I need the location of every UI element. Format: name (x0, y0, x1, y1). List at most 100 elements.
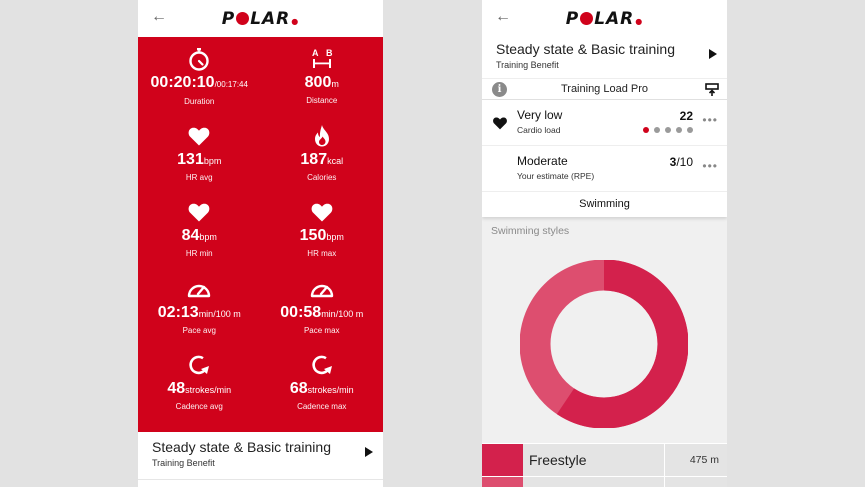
swimming-styles-donut-chart (482, 237, 727, 433)
pin-icon[interactable] (705, 83, 719, 97)
stat-label: Cadence max (297, 402, 347, 412)
stat-hr-min: 84bpm HR min (138, 200, 261, 277)
cadence-icon (189, 356, 210, 375)
stat-unit: strokes/min (185, 385, 232, 396)
heart-icon (311, 203, 333, 222)
stat-hr-max: 150bpm HR max (261, 200, 384, 277)
stat-hr-avg: 131bpm HR avg (138, 124, 261, 201)
info-icon[interactable]: i (492, 82, 507, 97)
legend-name: Freestyle (523, 444, 665, 477)
stat-duration: 00:20:10/00:17:44 Duration (138, 47, 261, 124)
cardio-load-label: Cardio load (517, 125, 561, 135)
level-dot (654, 127, 660, 133)
more-options-icon[interactable]: ••• (702, 113, 718, 127)
stat-unit: bpm (203, 155, 222, 166)
level-dot-active (643, 127, 649, 133)
stat-value: 00:20:10 (150, 74, 215, 91)
stat-unit: bpm (199, 232, 217, 243)
rpe-row[interactable]: Moderate Your estimate (RPE) 3/10 ••• (482, 146, 727, 192)
legend-name (523, 477, 665, 487)
swimming-styles-title: Swimming styles (491, 225, 570, 237)
rpe-label: Your estimate (RPE) (517, 171, 595, 181)
speedometer-icon (188, 284, 211, 297)
training-benefit-title: Steady state & Basic training (152, 439, 331, 455)
legend-distance (665, 477, 727, 487)
stat-value: 68 (289, 380, 308, 398)
cardio-load-dots (643, 127, 693, 133)
stat-pace-avg: 02:13min/100 m Pace avg (138, 277, 261, 354)
stat-label: Pace avg (182, 325, 216, 335)
legend-swatch (482, 477, 523, 487)
stat-value: 48 (167, 380, 186, 398)
stat-value: 800 (304, 74, 332, 91)
training-benefit-row[interactable]: Steady state & Basic training Training B… (482, 37, 727, 78)
cardio-load-row[interactable]: Very low Cardio load 22 ••• (482, 100, 727, 146)
stat-unit: strokes/min (307, 385, 354, 396)
play-arrow-icon[interactable] (709, 49, 717, 59)
stat-cadence-avg: 48strokes/min Cadence avg (138, 353, 261, 430)
back-arrow-icon[interactable]: ← (151, 8, 167, 25)
stat-value: 84 (181, 227, 200, 245)
cadence-icon (312, 356, 332, 375)
stat-unit: min/100 m (321, 308, 364, 319)
rpe-value: 3/10 (670, 155, 693, 169)
training-load-pro-bar: i Training Load Pro (482, 78, 727, 100)
stat-label: Pace max (303, 325, 340, 335)
polar-logo: P LAR ● (221, 8, 300, 29)
stat-label: HR max (307, 249, 337, 259)
stat-value: 150 (299, 227, 327, 245)
stat-unit: kcal (327, 155, 344, 166)
stat-value: 187 (300, 150, 328, 168)
training-benefit-subtitle: Training Benefit (496, 60, 559, 70)
cardio-load-value: 22 (679, 109, 693, 123)
top-bar: ← P LAR ● (138, 0, 383, 37)
level-dot (676, 127, 682, 133)
training-benefit-title: Steady state & Basic training (496, 41, 675, 57)
stat-label: Distance (306, 96, 338, 105)
top-bar: ← P LAR ● (482, 0, 727, 37)
stat-value: 131 (177, 150, 204, 168)
heart-icon (188, 203, 210, 222)
heart-icon (493, 117, 507, 130)
rpe-score: 3 (669, 155, 677, 169)
stopwatch-icon (189, 48, 209, 71)
legend-row-other[interactable] (482, 476, 727, 487)
sport-label: Swimming (482, 192, 727, 217)
polar-logo: P LAR ● (565, 8, 644, 29)
heart-icon (188, 127, 210, 146)
legend-distance: 475 m (689, 454, 719, 466)
stat-unit: min/100 m (198, 308, 241, 319)
donut-slice-freestyle (520, 260, 688, 428)
donut-chart (520, 260, 688, 428)
svg-text:B: B (326, 48, 333, 58)
stat-label: HR avg (185, 172, 213, 182)
speedometer-icon (310, 284, 333, 297)
training-benefit-subtitle: Training Benefit (152, 458, 215, 468)
play-arrow-icon[interactable] (365, 447, 373, 457)
stat-unit: bpm (326, 232, 344, 243)
stat-label: HR min (185, 249, 213, 259)
stat-unit: m (331, 79, 339, 89)
back-arrow-icon[interactable]: ← (495, 8, 511, 25)
stat-calories: 187kcal Calories (261, 124, 384, 201)
right-screen: ← P LAR ● Steady state & Basic training Tr… (482, 0, 727, 487)
training-benefit-row[interactable]: Steady state & Basic training Training B… (138, 432, 383, 480)
stat-pace-max: 00:58min/100 m Pace max (261, 277, 384, 354)
stat-value: 02:13 (157, 303, 199, 321)
stat-label: Calories (307, 172, 337, 182)
flame-icon (314, 124, 329, 147)
legend-swatch (482, 444, 523, 477)
more-options-icon[interactable]: ••• (702, 159, 718, 173)
training-load-pro-title: Training Load Pro (560, 83, 649, 95)
rpe-scale: /10 (676, 155, 693, 169)
stat-sub: /00:17:44 (214, 80, 248, 89)
cardio-load-level: Very low (517, 108, 563, 122)
svg-text:A: A (312, 48, 319, 58)
legend-row-freestyle[interactable]: Freestyle 475 m (482, 443, 727, 477)
level-dot (665, 127, 671, 133)
rpe-level: Moderate (517, 154, 568, 168)
